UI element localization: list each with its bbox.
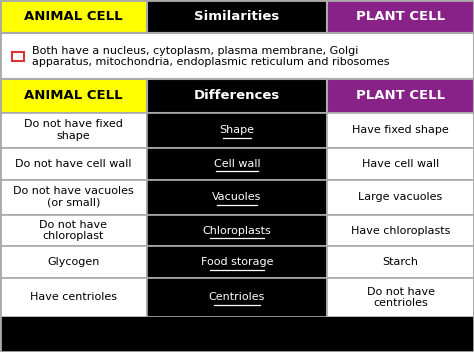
Bar [327, 278, 474, 317]
Text: Centrioles: Centrioles [209, 293, 265, 302]
Bar [327, 113, 474, 148]
Text: Similarities: Similarities [194, 10, 280, 23]
Text: Large vacuoles: Large vacuoles [358, 192, 443, 202]
Bar [0, 246, 147, 278]
Bar [0, 317, 474, 352]
Bar [327, 180, 474, 215]
Text: Chloroplasts: Chloroplasts [202, 226, 272, 235]
Bar [327, 79, 474, 113]
Bar [147, 79, 327, 113]
Bar [147, 246, 327, 278]
Text: Glycogen: Glycogen [47, 257, 100, 267]
Bar [327, 148, 474, 180]
Bar [327, 215, 474, 246]
Text: Have chloroplasts: Have chloroplasts [351, 226, 450, 235]
Bar [0, 0, 147, 33]
Text: Shape: Shape [219, 125, 255, 135]
Bar [0, 113, 147, 148]
Text: Cell wall: Cell wall [214, 159, 260, 169]
Bar [147, 0, 327, 33]
Bar [147, 278, 327, 317]
Text: Do not have
centrioles: Do not have centrioles [366, 287, 435, 308]
Bar [147, 215, 327, 246]
Text: Have cell wall: Have cell wall [362, 159, 439, 169]
Text: Food storage: Food storage [201, 257, 273, 267]
Text: Have fixed shape: Have fixed shape [352, 125, 449, 135]
Bar [0, 278, 147, 317]
Text: PLANT CELL: PLANT CELL [356, 10, 445, 23]
Bar [147, 148, 327, 180]
Bar [327, 0, 474, 33]
Text: Vacuoles: Vacuoles [212, 192, 262, 202]
Text: Do not have
chloroplast: Do not have chloroplast [39, 220, 108, 241]
Bar [0, 79, 147, 113]
Text: Have centrioles: Have centrioles [30, 293, 117, 302]
Bar [147, 180, 327, 215]
Text: ANIMAL CELL: ANIMAL CELL [24, 89, 123, 102]
Text: PLANT CELL: PLANT CELL [356, 89, 445, 102]
Bar [147, 113, 327, 148]
Text: Do not have vacuoles
(or small): Do not have vacuoles (or small) [13, 186, 134, 208]
Bar [0, 33, 474, 79]
Text: Do not have cell wall: Do not have cell wall [15, 159, 132, 169]
Text: Do not have fixed
shape: Do not have fixed shape [24, 119, 123, 141]
Text: ANIMAL CELL: ANIMAL CELL [24, 10, 123, 23]
Bar [0, 148, 147, 180]
Text: Both have a nucleus, cytoplasm, plasma membrane, Golgi
apparatus, mitochondria, : Both have a nucleus, cytoplasm, plasma m… [32, 45, 390, 67]
Bar [12, 52, 24, 61]
Text: Differences: Differences [194, 89, 280, 102]
Bar [0, 180, 147, 215]
Bar [327, 246, 474, 278]
Bar [0, 215, 147, 246]
Text: Starch: Starch [383, 257, 419, 267]
